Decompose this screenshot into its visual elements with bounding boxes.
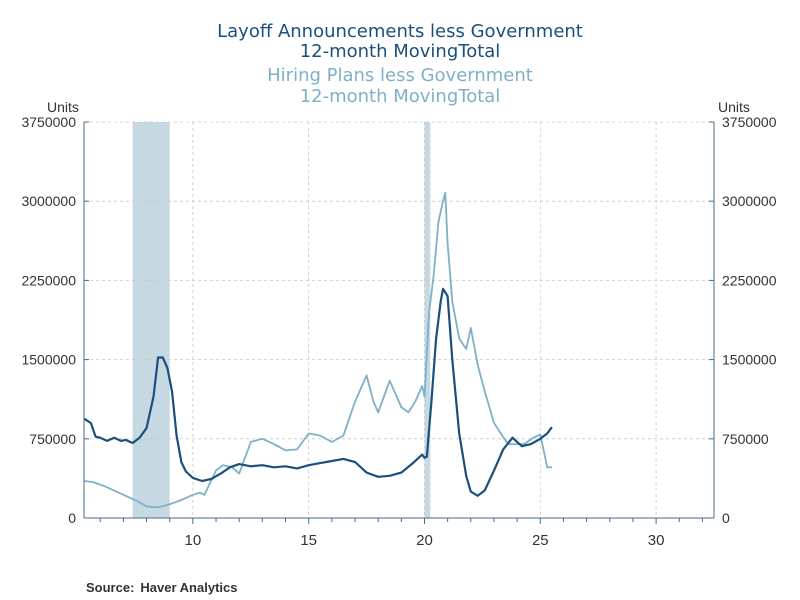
- chart-title: Layoff Announcements less Government: [217, 21, 583, 42]
- y-axis-label-left: Units: [47, 99, 79, 115]
- y-tick-label-left: 2250000: [21, 272, 76, 288]
- y-tick-label-right: 750000: [722, 431, 769, 447]
- x-tick-label: 20: [416, 532, 433, 549]
- x-tick-label: 25: [532, 532, 549, 549]
- source-note: Source: Haver Analytics: [86, 580, 243, 595]
- recession-band-1: [132, 122, 170, 518]
- y-tick-label-left: 1500000: [21, 352, 76, 368]
- series-layoff-line: [83, 287, 553, 497]
- y-tick-label-left: 0: [68, 510, 76, 526]
- chart-title-line2: 12-month MovingTotal: [300, 41, 501, 62]
- y-tick-label-left: 3750000: [21, 114, 76, 130]
- source-label: Source:: [86, 580, 135, 595]
- y-tick-label-left: 750000: [29, 431, 76, 447]
- recession-band-2: [424, 122, 431, 518]
- series-hiring-line: [83, 191, 552, 509]
- y-tick-label-right: 0: [722, 510, 730, 526]
- x-tick-label: 15: [300, 532, 317, 549]
- y-tick-label-right: 3750000: [722, 114, 777, 130]
- y-tick-label-left: 3000000: [21, 193, 76, 209]
- y-tick-label-right: 2250000: [722, 272, 777, 288]
- chart-subtitle-line2: 12-month MovingTotal: [300, 86, 501, 107]
- chart-subtitle: Hiring Plans less Government: [267, 65, 533, 86]
- y-tick-label-right: 1500000: [722, 352, 777, 368]
- source-value: Haver Analytics: [140, 580, 238, 595]
- x-tick-label: 30: [648, 532, 665, 549]
- x-tick-label: 10: [185, 532, 202, 549]
- y-tick-label-right: 3000000: [722, 193, 777, 209]
- y-axis-label-right: Units: [718, 99, 750, 115]
